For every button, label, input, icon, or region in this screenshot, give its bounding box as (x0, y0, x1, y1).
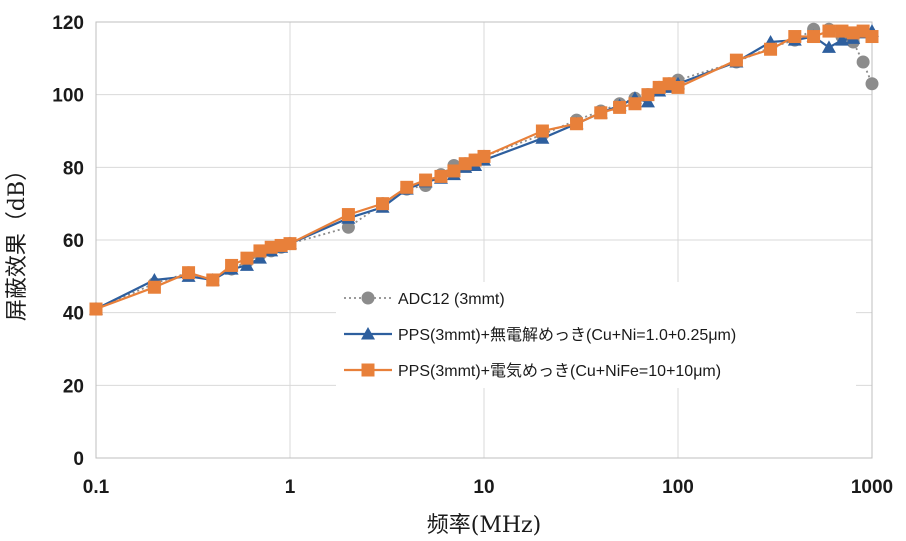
data-point (252, 251, 267, 264)
data-point (865, 77, 879, 91)
data-point (477, 149, 491, 163)
y-axis-title: 屏蔽效果（dB） (5, 159, 30, 321)
x-axis-title: 频率(MHz) (427, 513, 541, 538)
data-point (865, 30, 879, 44)
data-point (434, 169, 448, 183)
y-tick-label: 40 (63, 304, 84, 325)
y-tick-label: 60 (63, 231, 84, 252)
data-point (147, 280, 161, 294)
y-tick-label: 80 (63, 158, 84, 179)
y-tick-label: 0 (73, 449, 84, 470)
series (89, 22, 879, 316)
data-point (182, 266, 196, 280)
data-point (283, 237, 297, 251)
data-point (535, 124, 549, 138)
grid (95, 21, 873, 459)
data-point (846, 26, 860, 40)
data-point (206, 273, 220, 287)
legend-label: PPS(3mmt)+無電解めっき(Cu+Ni=1.0+0.25μm) (398, 326, 736, 344)
legend-background (336, 282, 856, 388)
legend: ADC12 (3mmt) PPS(3mmt)+無電解めっき(Cu+Ni=1.0+0… (336, 282, 856, 388)
data-point (400, 180, 414, 194)
data-point (640, 94, 655, 108)
y-tick-label: 120 (52, 13, 84, 34)
data-point (447, 164, 461, 178)
data-point (458, 157, 472, 171)
x-tick-label: 0.1 (83, 477, 110, 498)
x-tick-label: 1 (285, 477, 296, 498)
data-point (239, 258, 254, 271)
data-point (834, 33, 849, 46)
legend-marker (361, 291, 375, 305)
data-point (264, 240, 278, 254)
x-tick-labels: 0.1 1 10 100 1000 (83, 477, 893, 498)
data-point (89, 302, 103, 316)
data-point (822, 24, 836, 38)
legend-entry: PPS(3mmt)+電気めっき(Cu+NiFe=10+10μm) (344, 362, 721, 380)
data-point (652, 80, 666, 94)
legend-label: PPS(3mmt)+電気めっき(Cu+NiFe=10+10μm) (398, 362, 721, 380)
legend-marker (361, 363, 375, 377)
data-point (729, 53, 743, 67)
data-point (419, 173, 433, 187)
x-tick-label: 10 (473, 477, 494, 498)
legend-label: ADC12 (3mmt) (398, 291, 505, 308)
data-point (628, 97, 642, 111)
data-point (225, 258, 239, 272)
data-point (535, 131, 550, 144)
data-point (835, 24, 849, 38)
data-point (341, 208, 355, 222)
legend-marker (361, 327, 375, 340)
legend-entry: ADC12 (3mmt) (344, 291, 505, 308)
data-point (341, 220, 355, 234)
x-tick-label: 100 (662, 477, 694, 498)
x-tick-label: 1000 (851, 477, 893, 498)
data-point (641, 88, 655, 102)
data-point (240, 251, 254, 265)
y-tick-label: 100 (52, 86, 84, 107)
y-tick-label: 20 (63, 376, 84, 397)
y-tick-labels: 0 20 40 60 80 100 120 (52, 13, 84, 470)
data-point (821, 40, 836, 53)
data-point (788, 30, 802, 44)
data-point (376, 197, 390, 211)
legend-entry: PPS(3mmt)+無電解めっき(Cu+Ni=1.0+0.25μm) (344, 326, 736, 344)
data-point (253, 244, 267, 258)
data-point (764, 42, 778, 56)
data-point (594, 106, 608, 120)
data-point (807, 30, 821, 44)
data-point (613, 100, 627, 114)
data-point (671, 80, 685, 94)
series-square (89, 24, 879, 316)
data-point (856, 55, 870, 69)
plot-area (95, 21, 873, 459)
data-point (570, 117, 584, 131)
